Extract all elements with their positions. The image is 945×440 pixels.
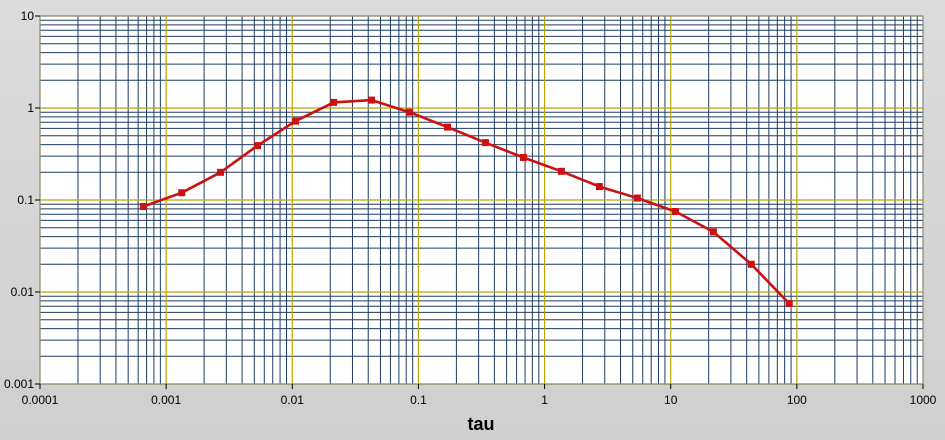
y-tick-labels: 0.001 0.01 0.1 1 10	[4, 9, 40, 391]
data-point	[178, 189, 186, 197]
data-point	[217, 168, 225, 176]
data-point	[330, 98, 338, 106]
data-point	[443, 123, 451, 131]
data-point	[785, 299, 793, 307]
data-point	[747, 260, 755, 268]
data-point	[406, 108, 414, 116]
y-tick-label: 1	[27, 101, 34, 115]
y-tick-label: 10	[21, 9, 35, 23]
x-tick-label: 1	[541, 393, 548, 407]
x-tick-label: 0.001	[151, 393, 181, 407]
x-tick-label: 100	[787, 393, 807, 407]
data-point	[709, 228, 717, 236]
data-point	[291, 117, 299, 125]
x-tick-labels: 0.0001 0.001 0.01 0.1 1 10 100 1000	[22, 384, 937, 407]
data-point	[633, 194, 641, 202]
data-point	[254, 142, 262, 150]
x-tick-label: 0.1	[410, 393, 427, 407]
x-axis-title: tau	[468, 414, 495, 434]
x-tick-label: 0.01	[281, 393, 305, 407]
x-tick-label: 1000	[910, 393, 937, 407]
data-point	[139, 202, 147, 210]
data-point	[557, 167, 565, 175]
data-point	[519, 153, 527, 161]
data-point	[595, 183, 603, 191]
data-point	[368, 96, 376, 104]
x-tick-label: 10	[664, 393, 678, 407]
x-tick-label: 0.0001	[22, 393, 59, 407]
series-layer	[139, 96, 793, 307]
y-tick-label: 0.001	[4, 377, 34, 391]
y-tick-label: 0.1	[17, 193, 34, 207]
series-line	[142, 98, 791, 305]
data-point	[481, 139, 489, 147]
y-tick-label: 0.01	[11, 285, 35, 299]
data-point	[671, 207, 679, 215]
